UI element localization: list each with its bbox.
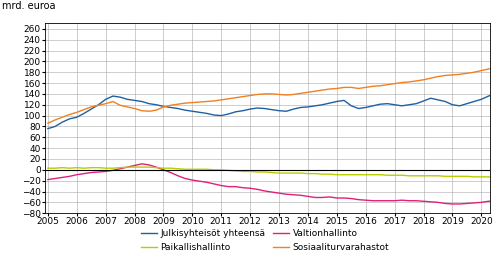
Valtionhallinto	[392, 199, 398, 202]
Line: Julkisyhteisöt yhteensä: Julkisyhteisöt yhteensä	[48, 81, 500, 129]
Valtionhallinto	[45, 178, 51, 181]
Text: mrd. euroa: mrd. euroa	[2, 1, 56, 11]
Julkisyhteisöt yhteensä	[435, 98, 441, 101]
Paikallishallinto	[420, 174, 426, 177]
Valtionhallinto	[139, 162, 145, 165]
Julkisyhteisöt yhteensä	[414, 102, 420, 105]
Julkisyhteisöt yhteensä	[392, 103, 398, 106]
Sosiaaliturvarahastot	[392, 82, 398, 85]
Julkisyhteisöt yhteensä	[298, 106, 304, 109]
Paikallishallinto	[45, 167, 51, 170]
Valtionhallinto	[420, 200, 426, 203]
Sosiaaliturvarahastot	[298, 92, 304, 95]
Line: Valtionhallinto: Valtionhallinto	[48, 164, 500, 205]
Legend: Julkisyhteisöt yhteensä, Paikallishallinto, Valtionhallinto, Sosiaaliturvarahast: Julkisyhteisöt yhteensä, Paikallishallin…	[137, 226, 393, 256]
Julkisyhteisöt yhteensä	[384, 102, 390, 105]
Julkisyhteisöt yhteensä	[45, 127, 51, 130]
Paikallishallinto	[305, 172, 311, 175]
Paikallishallinto	[392, 174, 398, 177]
Valtionhallinto	[442, 202, 448, 205]
Paikallishallinto	[124, 166, 130, 169]
Paikallishallinto	[442, 175, 448, 178]
Paikallishallinto	[399, 174, 405, 177]
Valtionhallinto	[305, 195, 311, 198]
Sosiaaliturvarahastot	[384, 83, 390, 86]
Valtionhallinto	[399, 199, 405, 202]
Sosiaaliturvarahastot	[45, 122, 51, 125]
Line: Paikallishallinto: Paikallishallinto	[48, 167, 500, 178]
Sosiaaliturvarahastot	[435, 75, 441, 78]
Sosiaaliturvarahastot	[414, 79, 420, 82]
Line: Sosiaaliturvarahastot: Sosiaaliturvarahastot	[48, 45, 500, 123]
